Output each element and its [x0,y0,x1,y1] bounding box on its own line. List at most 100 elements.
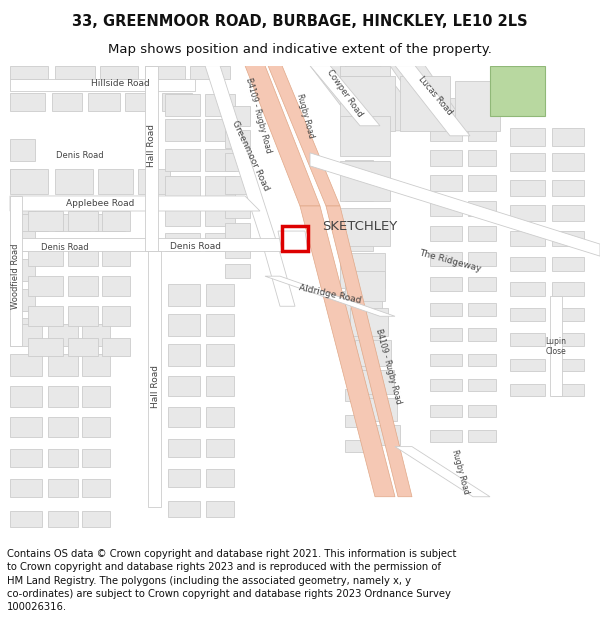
Polygon shape [395,66,470,136]
Bar [340,161,390,201]
Bar [345,439,373,452]
Polygon shape [145,66,158,251]
Bar [190,66,230,79]
Polygon shape [310,66,390,131]
Bar [345,271,385,301]
Bar [168,469,200,487]
Polygon shape [263,246,295,306]
Bar [225,200,250,218]
Bar [430,429,462,442]
Bar [10,318,35,336]
Text: Hillside Road: Hillside Road [91,79,149,88]
Bar [225,264,250,278]
Bar [430,328,462,341]
Polygon shape [340,66,390,76]
Bar [340,116,390,156]
Bar [205,176,235,196]
Polygon shape [300,206,395,497]
Bar [165,176,200,196]
Polygon shape [550,296,562,396]
Bar [552,205,584,221]
Bar [10,169,35,191]
Polygon shape [265,276,395,316]
Polygon shape [278,231,308,251]
Bar [510,127,545,146]
Bar [48,416,78,437]
Bar [165,233,200,251]
Bar [10,229,35,251]
Bar [98,169,133,194]
Bar [55,214,90,231]
Bar [430,226,462,241]
Bar [510,257,545,271]
Bar [225,106,250,126]
Bar [365,399,397,421]
Bar [552,153,584,171]
Bar [10,259,35,281]
Bar [102,246,130,266]
Polygon shape [310,66,600,251]
Polygon shape [326,206,412,497]
Bar [138,169,170,194]
Polygon shape [10,79,195,91]
Bar [28,338,63,356]
Bar [510,205,545,221]
Bar [552,359,584,371]
Bar [125,92,157,111]
Bar [205,149,235,171]
Bar [165,149,200,171]
Bar [340,76,395,131]
Bar [168,314,200,336]
Bar [430,379,462,391]
Bar [430,252,462,266]
Bar [55,169,93,194]
Text: Contains OS data © Crown copyright and database right 2021. This information is : Contains OS data © Crown copyright and d… [7,549,457,612]
Bar [10,449,42,467]
Polygon shape [268,66,340,206]
Bar [225,176,250,194]
Bar [345,338,373,351]
Polygon shape [310,153,600,256]
Bar [345,132,373,151]
Bar [162,92,192,111]
Bar [102,276,130,296]
Bar [10,214,48,231]
Polygon shape [395,447,490,497]
Text: Lupin
Close: Lupin Close [545,337,566,356]
Bar [345,107,373,126]
Polygon shape [345,66,430,131]
Text: Rugby Road: Rugby Road [295,92,315,139]
Bar [95,214,125,231]
Bar [82,354,110,376]
Bar [345,364,373,376]
Polygon shape [310,66,380,126]
Polygon shape [148,251,161,507]
Bar [48,386,78,406]
Bar [552,231,584,246]
Text: Map shows position and indicative extent of the property.: Map shows position and indicative extent… [108,42,492,56]
Bar [510,282,545,296]
Bar [48,479,78,497]
Text: Denis Road: Denis Road [41,242,89,252]
Bar [468,379,496,391]
Bar [340,328,380,361]
Bar [168,439,200,457]
Bar [205,119,235,141]
Bar [468,122,496,141]
Bar [510,384,545,396]
Bar [552,333,584,346]
Bar [552,180,584,196]
Bar [206,501,234,517]
Bar [468,201,496,216]
Text: Denis Road: Denis Road [170,242,221,251]
Bar [68,306,98,326]
Bar [468,98,496,116]
Text: Greenmoor Road: Greenmoor Road [230,119,270,192]
Bar [48,511,78,527]
Bar [100,66,138,79]
Bar [82,324,110,346]
Text: Woodfield Road: Woodfield Road [11,243,20,309]
Bar [206,439,234,457]
Bar [510,308,545,321]
Bar [10,386,42,406]
